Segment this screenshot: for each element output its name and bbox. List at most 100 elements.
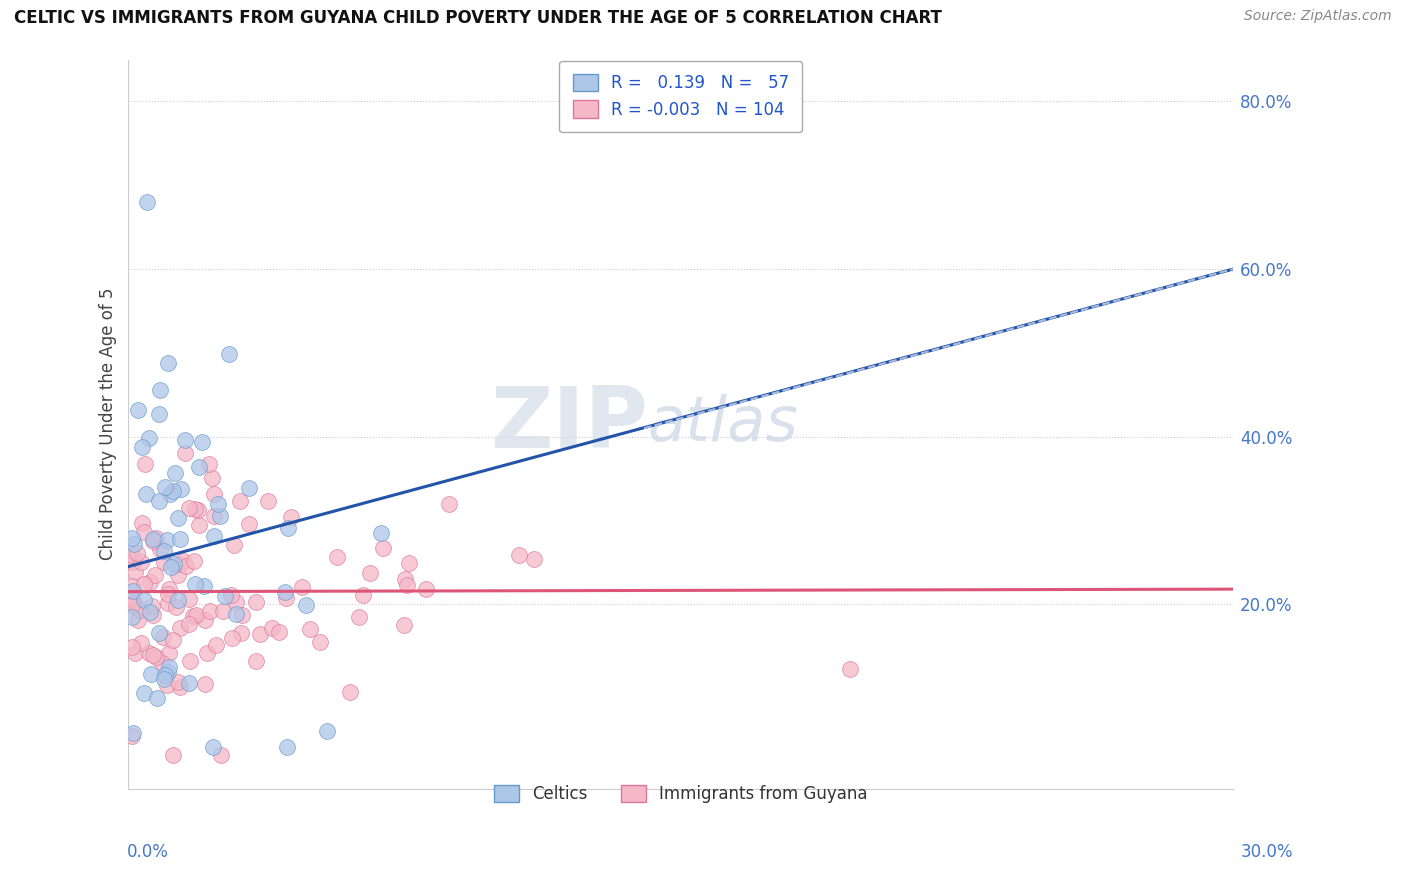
Point — [143, 568, 166, 582]
Point — [181, 609, 204, 624]
Point — [127, 403, 149, 417]
Point — [135, 487, 157, 501]
Point — [127, 601, 149, 615]
Point — [245, 654, 267, 668]
Point — [299, 622, 322, 636]
Point — [194, 613, 217, 627]
Point — [138, 646, 160, 660]
Point — [156, 678, 179, 692]
Point — [166, 510, 188, 524]
Point — [121, 598, 143, 612]
Point — [184, 501, 207, 516]
Point — [394, 572, 416, 586]
Point — [205, 639, 228, 653]
Point — [173, 433, 195, 447]
Point — [201, 471, 224, 485]
Point — [166, 593, 188, 607]
Point — [207, 497, 229, 511]
Point — [162, 484, 184, 499]
Point — [153, 480, 176, 494]
Point — [128, 603, 150, 617]
Point — [219, 588, 242, 602]
Point — [190, 435, 212, 450]
Point — [347, 610, 370, 624]
Point — [437, 497, 460, 511]
Point — [221, 631, 243, 645]
Point — [165, 599, 187, 614]
Point — [122, 584, 145, 599]
Point — [309, 634, 332, 648]
Point — [339, 684, 361, 698]
Point — [170, 483, 193, 497]
Point — [211, 747, 233, 762]
Point — [132, 593, 155, 607]
Point — [177, 500, 200, 515]
Point — [177, 592, 200, 607]
Point — [121, 729, 143, 743]
Point — [124, 566, 146, 580]
Point — [139, 605, 162, 619]
Point — [277, 521, 299, 535]
Point — [179, 676, 201, 690]
Point — [231, 607, 253, 622]
Point — [184, 576, 207, 591]
Point — [291, 580, 314, 594]
Text: 30.0%: 30.0% — [1241, 843, 1294, 861]
Point — [169, 532, 191, 546]
Point — [148, 625, 170, 640]
Point — [149, 383, 172, 397]
Point — [141, 599, 163, 614]
Point — [167, 675, 190, 690]
Point — [167, 568, 190, 582]
Point — [157, 582, 180, 596]
Point — [169, 680, 191, 694]
Point — [127, 613, 149, 627]
Point — [193, 579, 215, 593]
Point — [157, 660, 180, 674]
Point — [142, 608, 165, 623]
Point — [371, 541, 394, 555]
Point — [257, 494, 280, 508]
Point — [131, 516, 153, 531]
Point — [121, 591, 143, 605]
Point — [163, 557, 186, 571]
Point — [262, 621, 284, 635]
Point — [183, 554, 205, 568]
Point — [129, 635, 152, 649]
Point — [187, 503, 209, 517]
Point — [394, 618, 416, 632]
Text: CELTIC VS IMMIGRANTS FROM GUYANA CHILD POVERTY UNDER THE AGE OF 5 CORRELATION CH: CELTIC VS IMMIGRANTS FROM GUYANA CHILD P… — [14, 9, 942, 27]
Point — [153, 673, 176, 687]
Point — [316, 724, 339, 739]
Point — [508, 548, 530, 562]
Point — [214, 589, 236, 603]
Point — [138, 431, 160, 445]
Point — [186, 608, 208, 623]
Point — [160, 559, 183, 574]
Point — [157, 587, 180, 601]
Point — [359, 566, 381, 580]
Point — [197, 458, 219, 472]
Point — [229, 494, 252, 508]
Point — [145, 650, 167, 665]
Point — [121, 548, 143, 562]
Point — [280, 510, 302, 524]
Point — [134, 685, 156, 699]
Point — [267, 624, 290, 639]
Point — [148, 407, 170, 421]
Text: 0.0%: 0.0% — [127, 843, 169, 861]
Point — [202, 529, 225, 543]
Point — [274, 584, 297, 599]
Point — [238, 517, 260, 532]
Text: Source: ZipAtlas.com: Source: ZipAtlas.com — [1244, 9, 1392, 23]
Point — [249, 627, 271, 641]
Point — [225, 595, 247, 609]
Point — [839, 662, 862, 676]
Point — [225, 607, 247, 622]
Point — [156, 596, 179, 610]
Point — [523, 551, 546, 566]
Point — [177, 617, 200, 632]
Point — [145, 531, 167, 545]
Point — [142, 533, 165, 547]
Point — [276, 739, 298, 754]
